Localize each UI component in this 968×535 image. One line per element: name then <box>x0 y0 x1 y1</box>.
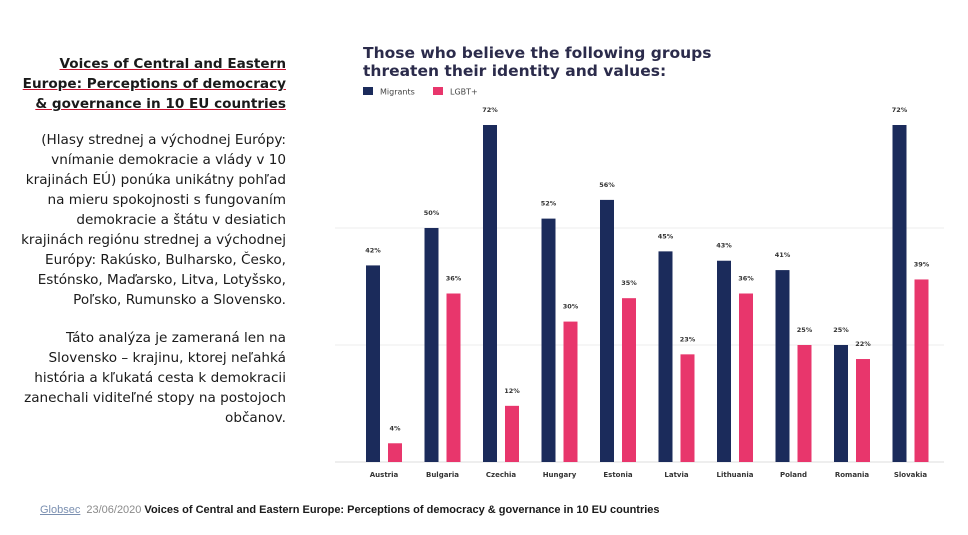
data-label: 50% <box>424 209 440 217</box>
x-tick-label: Poland <box>780 471 807 479</box>
data-label: 72% <box>482 106 498 114</box>
data-label: 42% <box>365 246 381 254</box>
legend-item-lgbt: LGBT+ <box>433 87 478 97</box>
bar-lgbt-austria <box>388 443 402 462</box>
data-label: 22% <box>855 340 871 348</box>
legend-swatch <box>433 87 443 95</box>
data-label: 36% <box>738 275 754 283</box>
bar-lgbt-poland <box>797 344 812 462</box>
x-tick-label: Bulgaria <box>426 471 459 479</box>
bar-migrants-bulgaria <box>424 227 439 462</box>
x-axis: Austria Bulgaria Czechia Hungary Estonia Latv… <box>370 471 928 479</box>
bar-lgbt-estonia <box>622 298 636 462</box>
x-tick-label: Hungary <box>543 471 577 479</box>
bar-lgbt-romania <box>856 359 870 462</box>
x-tick-label: Lithuania <box>716 471 753 479</box>
footer-date: 23/06/2020 <box>86 504 142 516</box>
data-label: 36% <box>446 275 462 283</box>
data-label: 43% <box>716 242 732 250</box>
bar-migrants-hungary <box>541 218 556 462</box>
data-label: 72% <box>892 106 908 114</box>
bar-lgbt-slovakia <box>914 279 929 462</box>
bar-migrants-lithuania <box>717 260 731 462</box>
chart-title: Those who believe the following groups t… <box>363 44 712 80</box>
data-label: 30% <box>563 303 579 311</box>
data-label: 12% <box>504 387 520 395</box>
left-panel-paragraph-2: Táto analýza je zameraná len na Slovensk… <box>24 330 286 426</box>
data-labels: 42% 4% 50% 36% 72% 12% 52% 30% 56% 35% 45% 23% 43% 36… <box>365 106 930 432</box>
legend-item-migrants: Migrants <box>363 87 415 97</box>
data-label: 56% <box>599 181 615 189</box>
footer: Globsec 23/06/2020 Voices of Central and E… <box>40 504 660 516</box>
data-label: 39% <box>914 260 930 268</box>
x-tick-label: Latvia <box>664 471 688 479</box>
bar-lgbt-lithuania <box>739 293 753 462</box>
x-tick-label: Austria <box>370 471 399 479</box>
left-panel-paragraph-1: (Hlasy strednej a východnej Európy: vním… <box>21 132 286 308</box>
bar-migrants-poland <box>775 270 790 462</box>
x-tick-label: Slovakia <box>894 471 928 479</box>
data-label: 25% <box>797 326 813 334</box>
bar-migrants-czechia <box>483 125 497 462</box>
legend-swatch <box>363 87 373 95</box>
bar-migrants-slovakia <box>892 125 907 462</box>
bar-migrants-romania <box>834 344 848 462</box>
data-label: 45% <box>658 232 674 240</box>
legend-label: LGBT+ <box>450 88 478 97</box>
bar-migrants-austria <box>366 265 380 462</box>
legend: Migrants LGBT+ <box>363 87 478 97</box>
bar-migrants-latvia <box>658 251 673 462</box>
x-tick-label: Czechia <box>486 471 516 479</box>
data-label: 52% <box>541 200 557 208</box>
data-label: 25% <box>833 326 849 334</box>
x-tick-label: Estonia <box>603 471 632 479</box>
data-label: 35% <box>621 279 637 287</box>
footer-title: Voices of Central and Eastern Europe: Pe… <box>144 504 660 516</box>
left-panel-title: Voices of Central and Eastern Europe: Pe… <box>22 56 286 112</box>
bar-lgbt-czechia <box>505 405 519 462</box>
bar-lgbt-hungary <box>563 321 578 462</box>
data-label: 4% <box>389 424 401 432</box>
footer-source-link[interactable]: Globsec <box>40 504 81 516</box>
data-label: 23% <box>680 335 696 343</box>
bar-migrants-estonia <box>600 199 614 462</box>
bar-lgbt-latvia <box>680 354 695 462</box>
bars <box>366 125 929 462</box>
left-text-panel: Voices of Central and Eastern Europe: Pe… <box>10 54 286 428</box>
data-label: 41% <box>775 251 791 259</box>
x-tick-label: Romania <box>835 471 870 479</box>
bar-lgbt-bulgaria <box>446 293 461 462</box>
bar-chart: Migrants LGBT+ 42% 4% 50% 36% 72% 12% 52% 30% 56%… <box>335 87 944 479</box>
legend-label: Migrants <box>380 88 415 97</box>
